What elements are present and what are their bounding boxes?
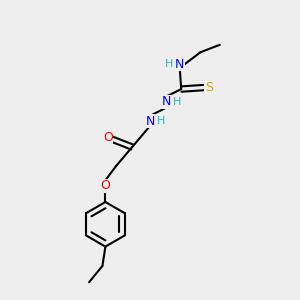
Text: O: O bbox=[100, 179, 110, 192]
Text: H: H bbox=[165, 59, 173, 69]
Text: N: N bbox=[162, 95, 171, 108]
Text: S: S bbox=[205, 81, 213, 94]
Text: O: O bbox=[103, 131, 113, 144]
Text: N: N bbox=[175, 58, 184, 70]
Text: N: N bbox=[145, 115, 155, 128]
Text: H: H bbox=[157, 116, 165, 126]
Text: H: H bbox=[173, 97, 182, 107]
